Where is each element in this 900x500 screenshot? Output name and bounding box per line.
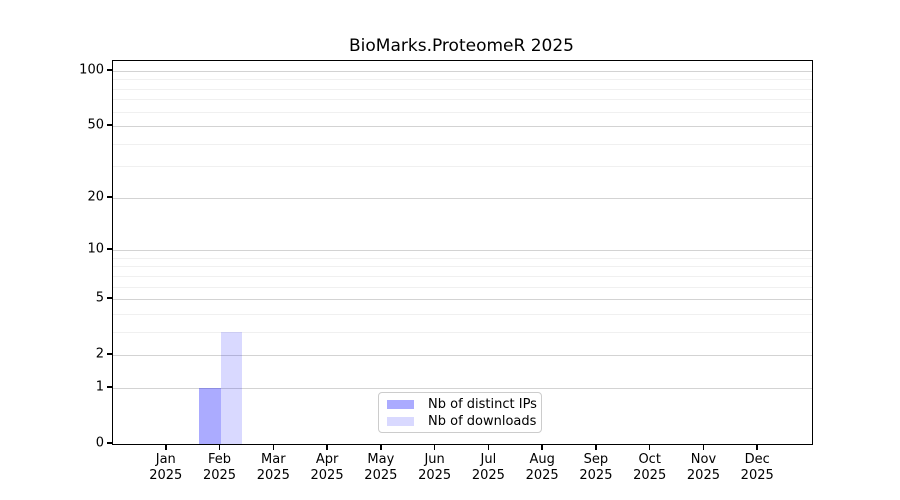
x-tick-mark: [380, 444, 382, 450]
gridline-minor: [113, 266, 812, 268]
x-tick-label: Aug 2025: [525, 452, 559, 483]
y-tick-label: 0: [95, 435, 104, 451]
gridline-minor: [113, 166, 812, 168]
x-tick-label: May 2025: [364, 452, 398, 483]
y-tick-label: 2: [95, 346, 104, 362]
legend-swatch-distinct-ips: [387, 399, 414, 409]
gridline-minor: [113, 313, 812, 315]
y-tick-mark: [107, 248, 112, 250]
gridline-minor: [113, 99, 812, 101]
y-tick-mark: [107, 297, 112, 299]
gridline-major: [113, 250, 812, 252]
gridline-minor: [113, 143, 812, 145]
x-tick-label: Apr 2025: [310, 452, 344, 483]
x-tick-mark: [433, 444, 436, 450]
gridline-minor: [113, 111, 812, 113]
x-tick-mark: [595, 444, 597, 450]
y-tick-label: 50: [87, 117, 104, 133]
y-tick-label: 10: [87, 241, 104, 257]
y-tick-label: 5: [95, 290, 104, 306]
gridline-major: [113, 387, 812, 389]
gridline-minor: [113, 286, 812, 288]
x-tick-label: Oct 2025: [633, 452, 667, 483]
gridline-minor: [113, 79, 812, 81]
bar-nb-of-distinct-ips: [199, 387, 221, 444]
x-tick-mark: [165, 444, 167, 450]
x-tick-label: Sep 2025: [579, 452, 613, 483]
x-tick-mark: [272, 444, 275, 450]
y-tick-mark: [107, 442, 112, 444]
bar-nb-of-downloads: [220, 331, 243, 444]
x-tick-label: Jan 2025: [149, 452, 183, 483]
x-tick-mark: [648, 444, 651, 450]
chart-title: BioMarks.ProteomeR 2025: [349, 36, 574, 56]
gridline-minor: [113, 275, 812, 277]
gridline-major: [113, 355, 812, 357]
gridline-major: [113, 126, 812, 128]
legend-item-distinct-ips: Nb of distinct IPs: [379, 396, 541, 412]
x-tick-mark: [326, 444, 328, 450]
gridline-major: [113, 70, 812, 72]
gridline-minor: [113, 257, 812, 259]
y-tick-label: 1: [95, 379, 104, 395]
x-tick-label: Jun 2025: [418, 452, 452, 483]
y-tick-mark: [107, 386, 112, 388]
legend-label-downloads: Nb of downloads: [428, 413, 537, 429]
x-tick-mark: [756, 444, 758, 450]
x-tick-mark: [541, 444, 543, 450]
y-tick-mark: [107, 69, 112, 71]
legend-label-distinct-ips: Nb of distinct IPs: [428, 396, 537, 412]
x-tick-mark: [487, 444, 490, 450]
x-tick-label: Dec 2025: [740, 452, 774, 483]
y-tick-label: 100: [79, 62, 104, 78]
x-tick-label: Jul 2025: [471, 452, 505, 483]
y-tick-label: 20: [87, 189, 104, 205]
plot-area: [112, 60, 813, 445]
x-tick-label: Feb 2025: [202, 452, 237, 483]
y-tick-mark: [107, 196, 112, 198]
x-tick-mark: [218, 444, 221, 450]
gridline-major: [113, 197, 812, 199]
legend: Nb of distinct IPs Nb of downloads: [378, 392, 542, 433]
y-tick-mark: [107, 124, 112, 126]
legend-swatch-downloads: [387, 416, 414, 426]
gridline-major: [113, 299, 812, 301]
x-tick-label: Mar 2025: [256, 452, 290, 483]
x-tick-mark: [702, 444, 705, 450]
gridline-minor: [113, 88, 812, 90]
x-tick-label: Nov 2025: [686, 452, 720, 483]
legend-item-downloads: Nb of downloads: [379, 413, 541, 429]
gridline-minor: [113, 331, 812, 333]
y-tick-mark: [107, 353, 112, 355]
